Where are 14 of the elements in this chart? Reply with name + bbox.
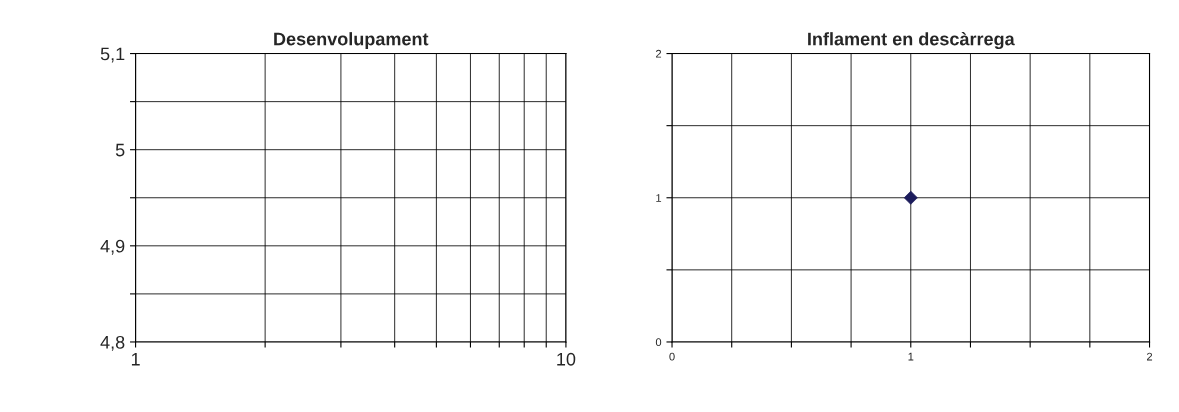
x-tick-label: 1 bbox=[908, 352, 914, 361]
y-tick-label: 1 bbox=[656, 194, 662, 202]
y-tick-label: 4,9 bbox=[100, 239, 125, 255]
y-tick-label: 5 bbox=[115, 143, 125, 157]
y-tick-label: 0 bbox=[655, 338, 662, 347]
x-tick-label: 0 bbox=[669, 352, 675, 361]
x-tick-label: 2 bbox=[1146, 352, 1153, 361]
chart-title: Desenvolupament bbox=[274, 32, 429, 49]
y-tick-label: 2 bbox=[655, 49, 662, 58]
x-tick-label: 1 bbox=[131, 353, 140, 366]
chart-title: Inflament en descàrrega bbox=[808, 31, 1015, 50]
y-tick-label: 5,1 bbox=[100, 47, 125, 63]
x-tick-label: 10 bbox=[557, 352, 576, 366]
y-tick-label: 4,8 bbox=[100, 335, 125, 351]
